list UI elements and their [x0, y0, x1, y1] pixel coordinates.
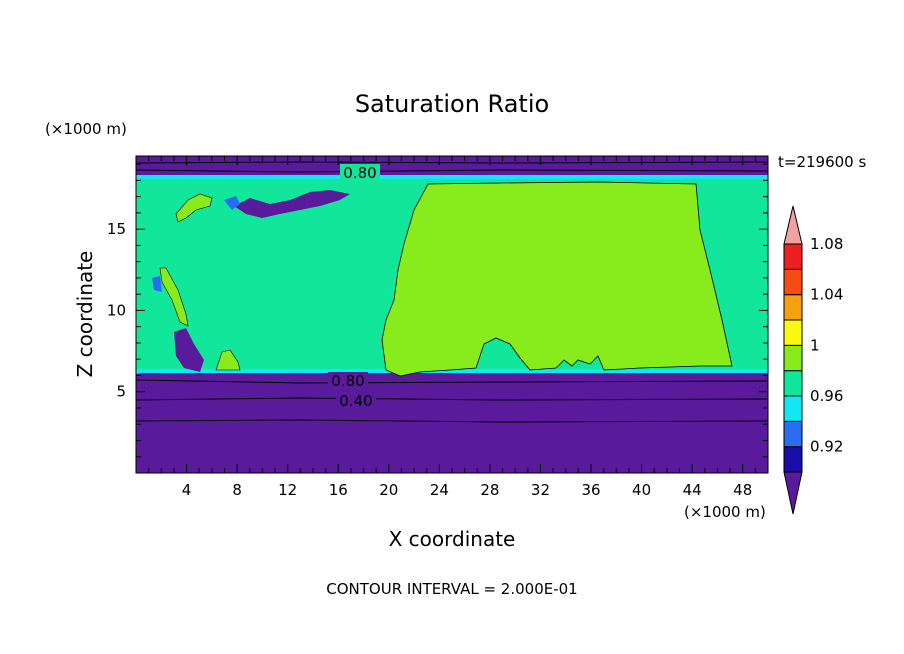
contour-line-lower-1 — [136, 379, 768, 384]
supersaturated-block — [381, 181, 733, 377]
colorbar-swatch — [783, 446, 803, 473]
colorbar-label: 0.92 — [810, 438, 843, 456]
y-unit-label: (×1000 m) — [45, 120, 127, 138]
dry-blob-2 — [224, 196, 240, 210]
contour-label-2: 0.80 — [331, 372, 364, 390]
contour-line-lower-2 — [136, 397, 768, 401]
lime-patch-1 — [215, 349, 241, 371]
colorbar-swatch — [783, 370, 803, 397]
colorbar-label: 1.04 — [810, 286, 843, 304]
chart-title: Saturation Ratio — [355, 90, 549, 118]
contour-line-lower-3 — [136, 419, 768, 423]
time-label: t=219600 s — [778, 153, 866, 171]
x-unit-label: (×1000 m) — [684, 503, 766, 521]
x-tick-label: 32 — [531, 481, 550, 499]
x-tick-label: 12 — [278, 481, 297, 499]
colorbar-swatch — [783, 243, 803, 270]
colorbar-swatch — [783, 268, 803, 296]
lime-patch-3 — [175, 193, 213, 223]
y-axis-label: Z coordinate — [73, 251, 97, 378]
x-tick-label: 28 — [480, 481, 499, 499]
x-tick-label: 48 — [733, 481, 752, 499]
contour-label-bg-2 — [328, 372, 368, 388]
colorbar-swatch — [783, 344, 803, 372]
contour-line-upper-1 — [136, 161, 768, 164]
colorbar-swatch — [783, 294, 803, 321]
lime-patch-2 — [159, 267, 189, 327]
contour-line-upper-2 — [136, 169, 768, 173]
colorbar-label: 1 — [810, 336, 820, 354]
colorbar-swatch — [783, 395, 803, 422]
y-tick-label: 15 — [107, 220, 126, 238]
colorbar-swatch — [783, 319, 803, 346]
x-tick-label: 16 — [329, 481, 348, 499]
x-axis-label: X coordinate — [389, 527, 516, 551]
y-tick-label: 10 — [107, 301, 126, 319]
contour-label-3: 0.40 — [339, 392, 372, 410]
x-tick-label: 44 — [683, 481, 702, 499]
x-axis-ticks: 4 8 12 16 20 24 28 32 36 40 44 48 — [148, 156, 756, 499]
x-tick-label: 20 — [379, 481, 398, 499]
colorbar-max-extension — [783, 205, 803, 245]
colorbar-swatch — [783, 420, 803, 448]
x-tick-label: 4 — [182, 481, 192, 499]
x-tick-label: 24 — [430, 481, 449, 499]
colorbar-label: 0.96 — [810, 387, 843, 405]
cyan-edge-top — [136, 175, 768, 179]
contour-interval-label: CONTOUR INTERVAL = 2.000E-01 — [326, 580, 577, 598]
x-tick-label: 40 — [632, 481, 651, 499]
cyan-edge-bottom — [136, 369, 768, 373]
x-tick-label: 36 — [581, 481, 600, 499]
y-axis-ticks: 5 10 15 — [107, 163, 768, 458]
x-tick-label: 8 — [232, 481, 242, 499]
contour-label-bg-1 — [340, 164, 380, 180]
contour-field: 0.80 0.80 0.40 — [135, 155, 769, 474]
dry-blob-4 — [152, 276, 162, 292]
colorbar-label: 1.08 — [810, 235, 843, 253]
y-tick-label: 5 — [116, 383, 126, 401]
dry-blob-1 — [234, 190, 350, 218]
colorbar: 1.08 1.04 1 0.96 0.92 — [783, 205, 843, 515]
colorbar-min-extension — [783, 471, 803, 515]
contour-label-1: 0.80 — [343, 164, 376, 182]
dry-blob-3 — [174, 328, 204, 372]
contour-label-bg-3 — [336, 392, 376, 408]
